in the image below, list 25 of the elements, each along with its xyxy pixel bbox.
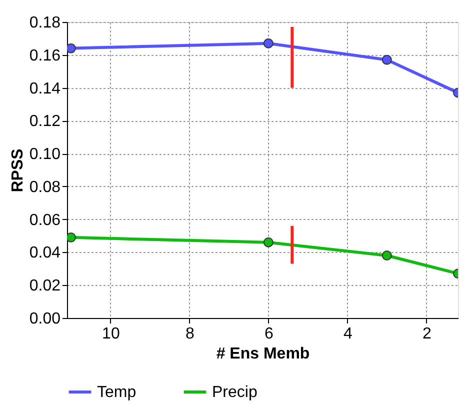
y-tick-label: 0.12 [29,113,61,130]
x-tick-label: 10 [102,326,120,342]
point [67,43,76,54]
x-tick-label: 8 [185,326,194,342]
y-tick-label: 0.02 [29,278,61,295]
y-tick-label: 0.14 [29,80,61,98]
point [67,232,76,242]
x-axis-title: # Ens Memb [216,346,310,362]
point [263,38,274,48]
x-tick-label: 6 [264,326,274,342]
point [263,237,274,248]
x-tick-label: 4 [343,326,352,342]
y-tick-label: 0.04 [29,244,61,262]
y-tick-label: 0.18 [29,14,61,32]
y-tick-label: 0.06 [29,212,61,229]
y-tick-label: 0.00 [29,310,61,328]
point [382,250,392,260]
legend-label: Precip [212,384,258,401]
y-tick-label: 0.08 [29,178,61,196]
point [382,54,392,65]
y-tick-label: 0.10 [29,146,61,164]
legend-label: Temp [97,384,136,401]
y-axis-title: RPSS [9,148,26,192]
y-tick-label: 0.16 [29,47,61,64]
x-tick-label: 2 [422,326,432,342]
